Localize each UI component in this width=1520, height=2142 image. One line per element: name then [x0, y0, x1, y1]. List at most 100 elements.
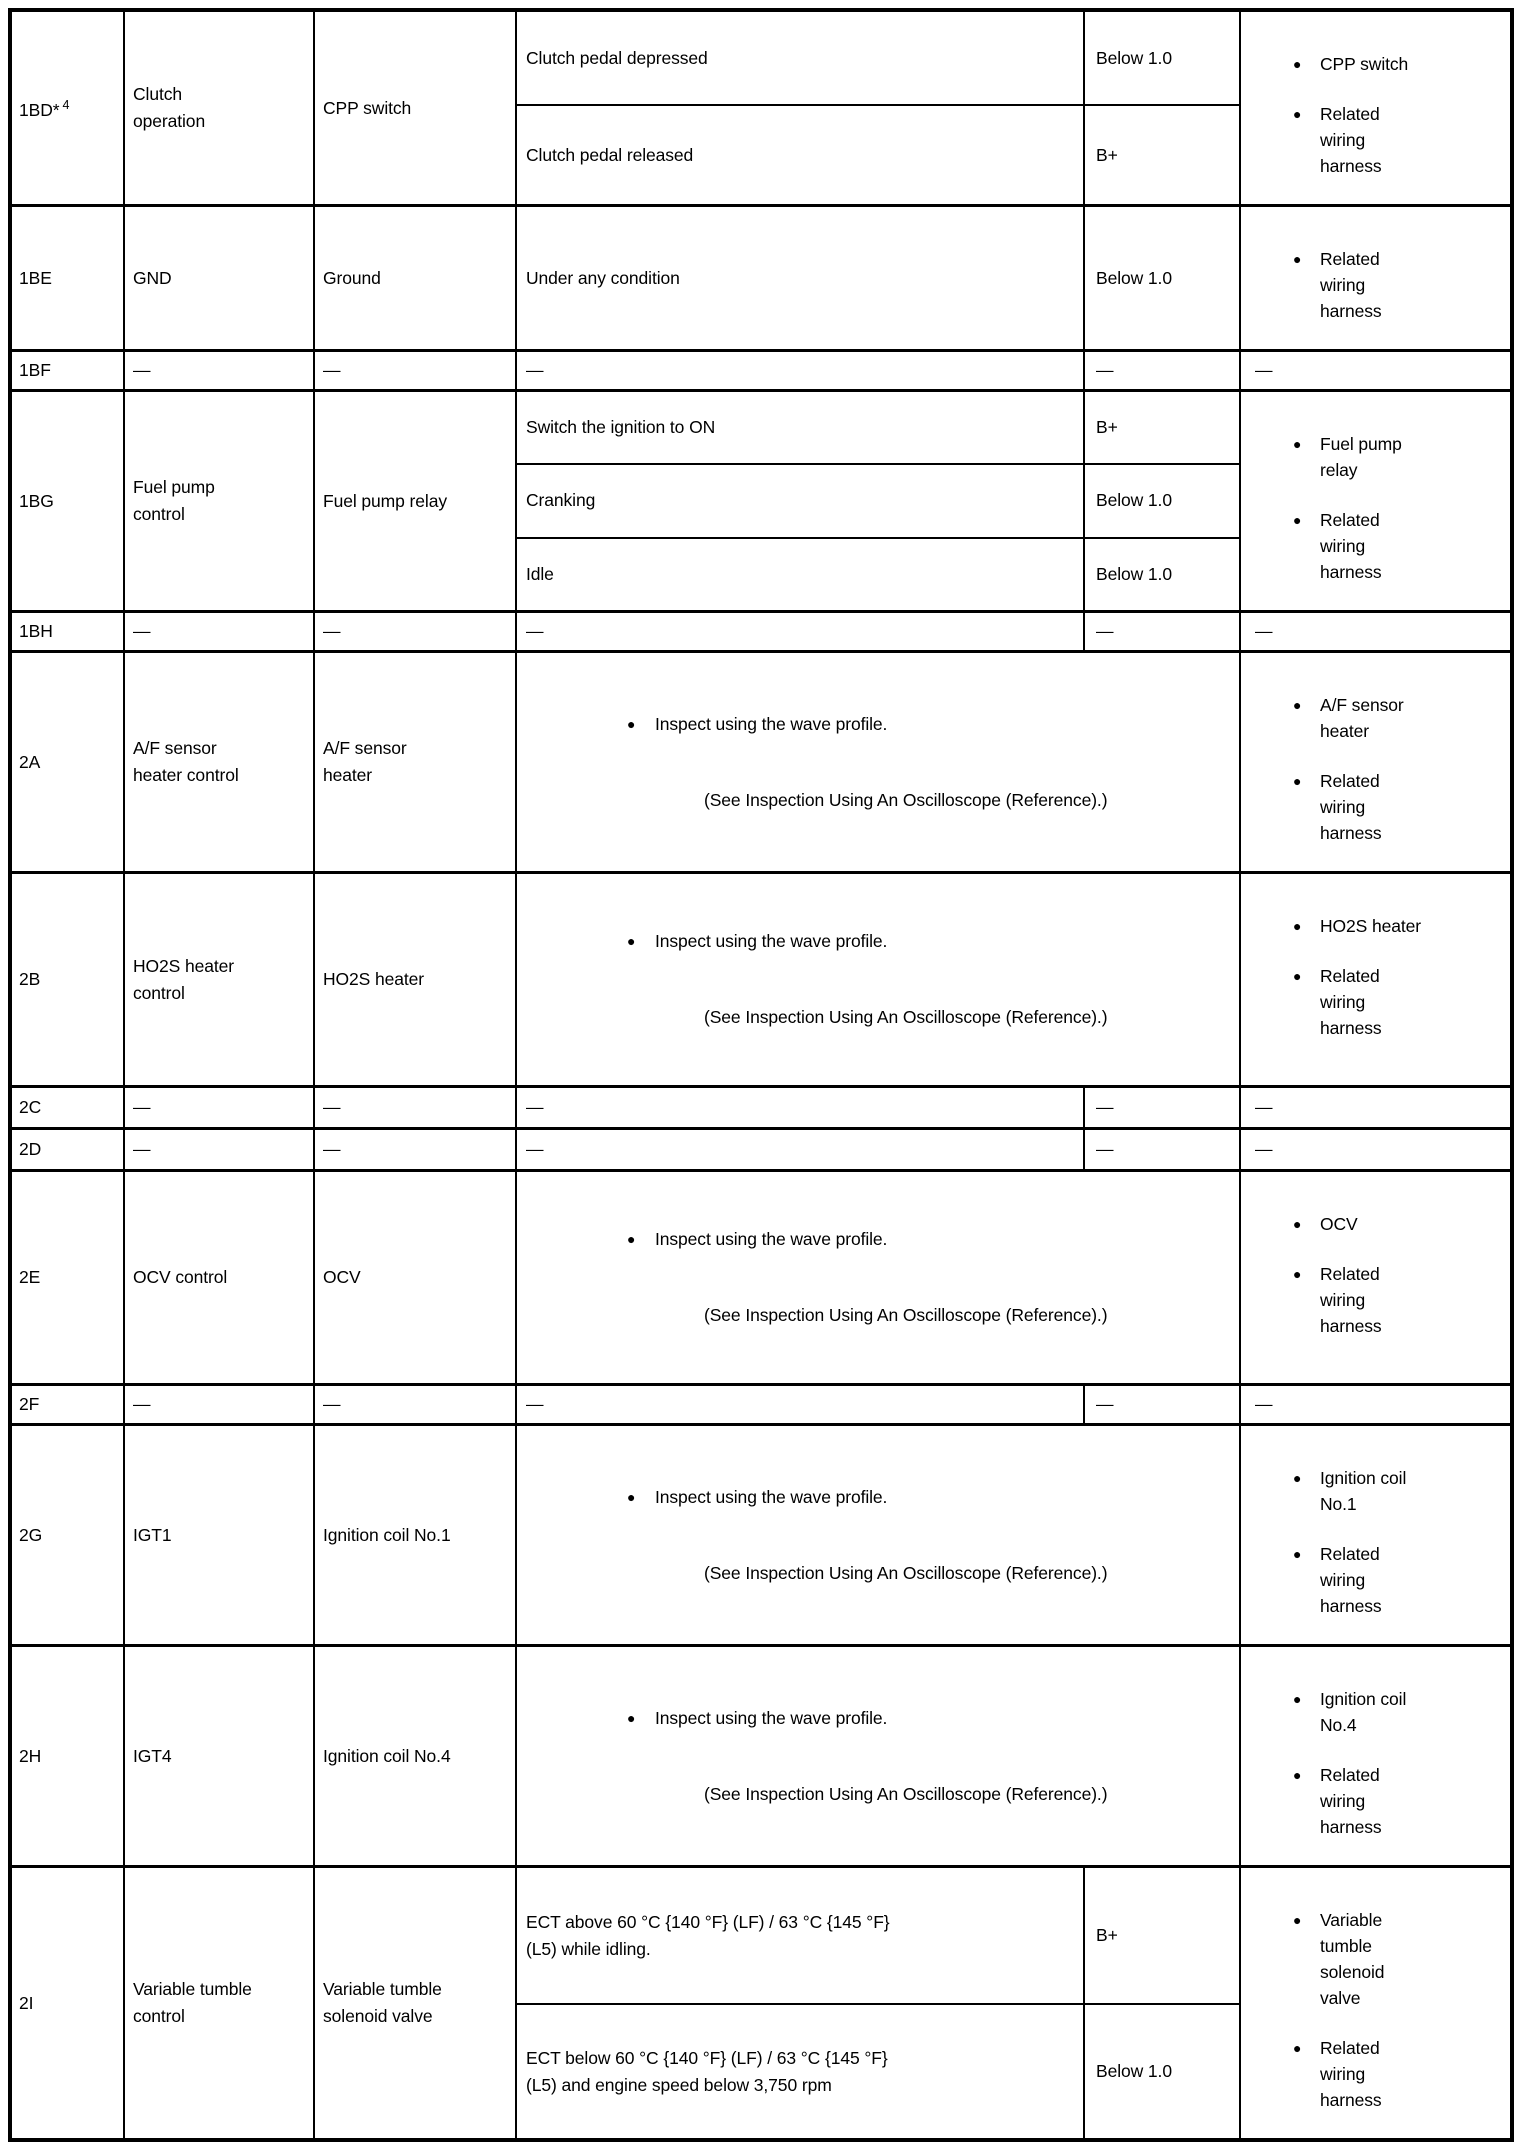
- bullet-icon: ●: [1293, 697, 1302, 713]
- bullet-icon: ●: [1293, 1767, 1302, 1783]
- inspection-item-text: Related wiring harness: [1320, 510, 1382, 582]
- terminal-id: 1BD*: [19, 99, 60, 120]
- connected-cell: —: [313, 1085, 517, 1130]
- terminal-cell: 1BD* 4: [9, 8, 125, 207]
- signal-cell: —: [123, 1127, 315, 1172]
- inspection-cell: ● Ignition coil No.1 ● Related wiring harn…: [1239, 1423, 1513, 1647]
- inspection-item: ● Related wiring harness: [1242, 2035, 1510, 2113]
- bullet-icon: ●: [1293, 1912, 1302, 1928]
- voltage-cell: Below 1.0: [1083, 204, 1241, 352]
- connected-cell: Variable tumble solenoid valve: [313, 1865, 517, 2141]
- voltage-cell: Below 1.0: [1083, 2003, 1241, 2141]
- inspection-list: ● Ignition coil No.4 ● Related wiring harn…: [1242, 1672, 1510, 1840]
- inspection-cell: ● Fuel pump relay ● Related wiring harness: [1239, 389, 1513, 613]
- table-row: 2I Variable tumble control Variable tumb…: [9, 1865, 1513, 2141]
- connected-cell: —: [313, 610, 517, 653]
- signal-cell: OCV control: [123, 1169, 315, 1386]
- condition-cell: Cranking: [515, 463, 1085, 539]
- manual-page: 1BD* 4 Clutch operation CPP switch Clutch…: [8, 8, 1514, 2142]
- wave-note-line2: (See Inspection Using An Oscilloscope (R…: [704, 1562, 1108, 1583]
- inspection-item-text: Related wiring harness: [1320, 1264, 1382, 1336]
- bullet-icon: ●: [1293, 56, 1302, 72]
- terminal-cell: 1BH: [9, 610, 125, 653]
- wave-note-text: Inspect using the wave profile.: [655, 1707, 888, 1728]
- inspection-dash: —: [1255, 621, 1273, 641]
- inspection-item-text: Related wiring harness: [1320, 771, 1382, 843]
- terminal-cell: 2D: [9, 1127, 125, 1172]
- condition-cell: —: [515, 610, 1085, 653]
- terminal-cell: 1BG: [9, 389, 125, 613]
- condition-cell: —: [515, 1383, 1085, 1426]
- bullet-icon: ●: [1293, 968, 1302, 984]
- inspection-item-text: Related wiring harness: [1320, 1765, 1382, 1837]
- wave-note-text: Inspect using the wave profile.: [655, 931, 888, 951]
- signal-cell: IGT1: [123, 1423, 315, 1647]
- connected-cell: Ignition coil No.1: [313, 1423, 517, 1647]
- inspection-item-text: HO2S heater: [1320, 916, 1422, 936]
- inspection-item: ● Variable tumble solenoid valve: [1242, 1907, 1510, 2011]
- wave-profile-cell: ● Inspect using the wave profile. (See In…: [515, 1169, 1241, 1386]
- inspection-item-text: Variable tumble solenoid valve: [1320, 1910, 1385, 2008]
- inspection-item-text: Fuel pump relay: [1320, 434, 1402, 480]
- voltage-cell: —: [1083, 1127, 1241, 1172]
- connected-cell: —: [313, 1383, 517, 1426]
- table-row: 2E OCV control OCV ● Inspect using the wa…: [9, 1169, 1513, 1386]
- bullet-icon: ●: [1293, 251, 1302, 267]
- condition-cell: Clutch pedal depressed: [515, 8, 1085, 107]
- table-row: 2G IGT1 Ignition coil No.1 ● Inspect usin…: [9, 1423, 1513, 1647]
- connected-cell: OCV: [313, 1169, 517, 1386]
- connected-cell: Ground: [313, 204, 517, 352]
- voltage-cell: —: [1083, 1383, 1241, 1426]
- voltage-cell: —: [1083, 349, 1241, 392]
- signal-cell: Clutch operation: [123, 8, 315, 207]
- inspection-item: ● Related wiring harness: [1242, 246, 1510, 324]
- inspection-item: ● CPP switch: [1242, 51, 1510, 77]
- bullet-icon: ●: [1293, 106, 1302, 122]
- voltage-cell: B+: [1083, 1865, 1241, 2006]
- inspection-list: ● Related wiring harness: [1242, 232, 1510, 324]
- voltage-cell: —: [1083, 610, 1241, 653]
- terminal-cell: 2F: [9, 1383, 125, 1426]
- inspection-item-text: Related wiring harness: [1320, 1544, 1382, 1616]
- terminal-cell: 2A: [9, 650, 125, 874]
- table-row: Clutch pedal released B+: [10, 104, 1512, 207]
- bullet-icon: ●: [1293, 773, 1302, 789]
- signal-cell: IGT4: [123, 1644, 315, 1868]
- inspection-item-text: Related wiring harness: [1320, 966, 1382, 1038]
- inspection-cell: ● OCV ● Related wiring harness: [1239, 1169, 1513, 1386]
- inspection-item-text: CPP switch: [1320, 54, 1409, 74]
- wave-profile-cell: ● Inspect using the wave profile. (See In…: [515, 1644, 1241, 1868]
- inspection-list: ● HO2S heater ● Related wiring harness: [1242, 899, 1510, 1041]
- condition-cell: Idle: [515, 536, 1085, 613]
- inspection-item: ● Ignition coil No.1: [1242, 1465, 1510, 1517]
- wave-profile-cell: ● Inspect using the wave profile. (See In…: [515, 1423, 1241, 1647]
- wave-note-line1: ● Inspect using the wave profile.: [627, 711, 1238, 738]
- terminal-cell: 1BE: [9, 204, 125, 352]
- inspection-cell: —: [1239, 1127, 1513, 1172]
- wave-note-text: Inspect using the wave profile.: [655, 1229, 888, 1249]
- bullet-icon: ●: [1293, 1546, 1302, 1562]
- connected-cell: Fuel pump relay: [313, 389, 517, 613]
- table-row: 2B HO2S heater control HO2S heater ● Insp…: [9, 871, 1513, 1088]
- table-row: 2D — — — — —: [9, 1127, 1513, 1172]
- condition-cell: ECT above 60 °C {140 °F} (LF) / 63 °C {1…: [515, 1865, 1085, 2006]
- inspection-cell: ● A/F sensor heater ● Related wiring harne…: [1239, 650, 1513, 874]
- wave-note: ● Inspect using the wave profile. (See In…: [526, 1678, 1238, 1835]
- inspection-cell: ● CPP switch ● Related wiring harness: [1239, 8, 1513, 207]
- wave-note: ● Inspect using the wave profile. (See In…: [526, 901, 1238, 1058]
- inspection-item: ● Related wiring harness: [1242, 1762, 1510, 1840]
- wave-note-text: Inspect using the wave profile.: [655, 713, 888, 734]
- inspection-item: ● Ignition coil No.4: [1242, 1686, 1510, 1738]
- wave-note-line1: ● Inspect using the wave profile.: [627, 1705, 1238, 1732]
- terminal-cell: 2C: [9, 1085, 125, 1130]
- terminal-voltage-table: 1BD* 4 Clutch operation CPP switch Clutch…: [8, 8, 1514, 2142]
- inspection-dash: —: [1255, 1097, 1273, 1117]
- inspection-cell: —: [1239, 610, 1513, 653]
- inspection-item-text: Ignition coil No.4: [1320, 1689, 1407, 1735]
- wave-note-line1: ● Inspect using the wave profile.: [627, 1484, 1238, 1511]
- condition-cell: —: [515, 1085, 1085, 1130]
- bullet-icon: ●: [1293, 512, 1302, 528]
- condition-cell: Switch the ignition to ON: [515, 389, 1085, 466]
- inspection-item-text: Ignition coil No.1: [1320, 1468, 1407, 1514]
- inspection-item-text: Related wiring harness: [1320, 2038, 1382, 2110]
